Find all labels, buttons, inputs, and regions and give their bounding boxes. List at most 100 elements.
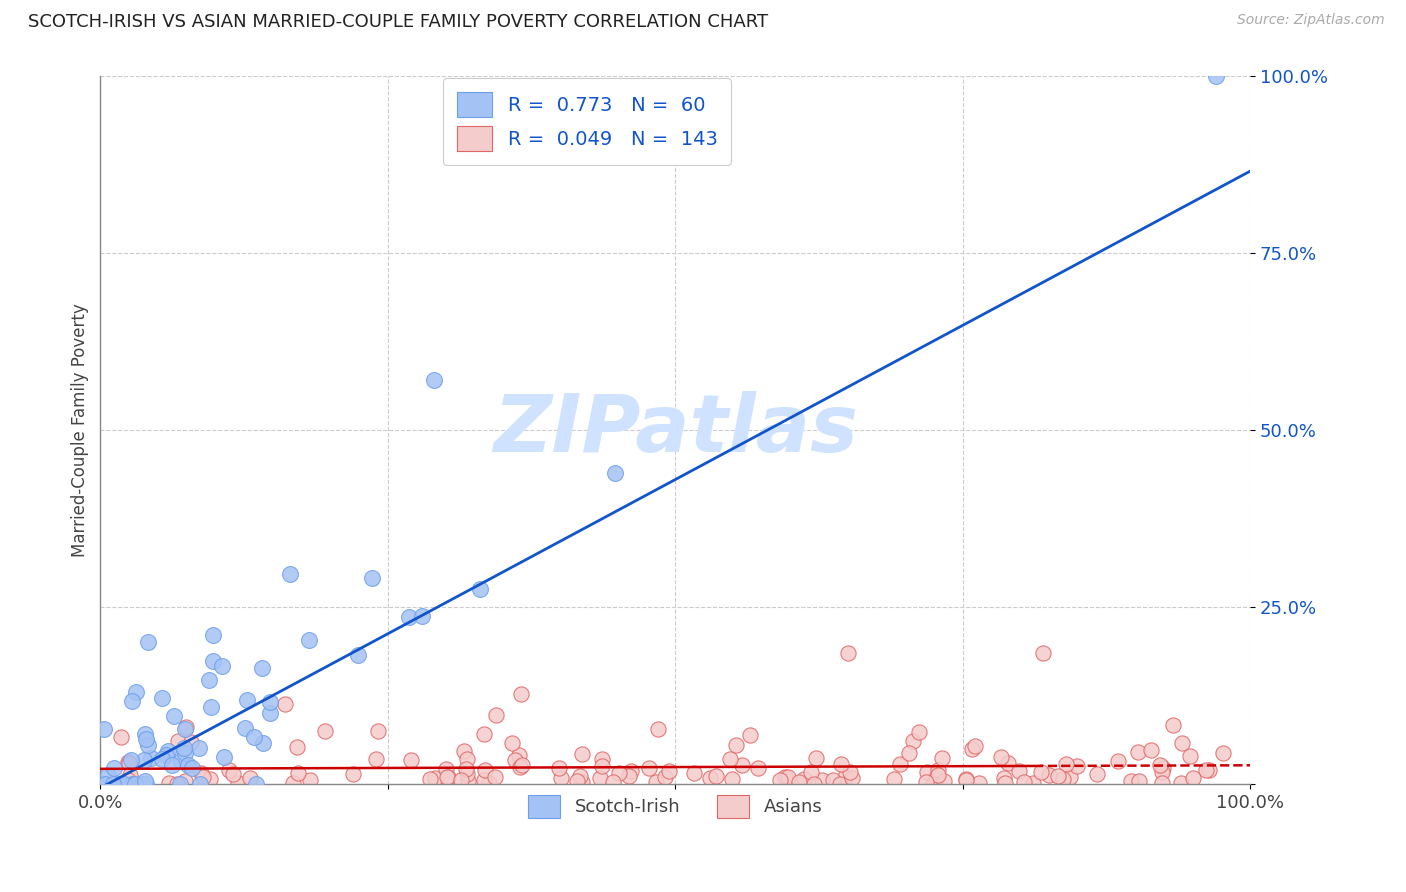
Point <box>508 747 530 762</box>
Point <box>793 772 815 787</box>
Point <box>955 772 977 787</box>
Point <box>738 728 761 742</box>
Point <box>456 751 478 765</box>
Point <box>472 772 495 787</box>
Point <box>474 764 496 778</box>
Point <box>512 757 534 772</box>
Point <box>169 755 191 769</box>
Point <box>1182 771 1205 785</box>
Point <box>1047 769 1070 783</box>
Point <box>908 725 931 739</box>
Point <box>112 777 135 791</box>
Point <box>136 635 159 649</box>
Point <box>841 771 863 785</box>
Point <box>837 646 859 660</box>
Point <box>233 721 256 735</box>
Point <box>108 777 131 791</box>
Point <box>898 746 921 760</box>
Point <box>124 777 146 791</box>
Point <box>180 761 202 775</box>
Point <box>804 750 827 764</box>
Point <box>773 770 796 784</box>
Point <box>423 373 446 387</box>
Point <box>699 771 721 785</box>
Point <box>1014 774 1036 789</box>
Point <box>252 661 274 675</box>
Point <box>121 777 143 791</box>
Point <box>419 772 441 786</box>
Point <box>139 751 162 765</box>
Point <box>997 756 1019 770</box>
Point <box>201 654 224 668</box>
Point <box>259 695 281 709</box>
Point <box>1195 763 1218 777</box>
Point <box>180 735 202 749</box>
Point <box>1198 764 1220 778</box>
Point <box>287 766 309 780</box>
Y-axis label: Married-Couple Family Poverty: Married-Couple Family Poverty <box>72 303 89 557</box>
Point <box>484 771 506 785</box>
Point <box>1212 746 1234 760</box>
Point <box>769 773 792 788</box>
Point <box>299 772 322 787</box>
Point <box>602 775 624 789</box>
Point <box>202 628 225 642</box>
Point <box>883 772 905 786</box>
Point <box>347 648 370 662</box>
Point <box>134 773 156 788</box>
Point <box>565 774 588 789</box>
Text: ZIPatlas: ZIPatlas <box>492 391 858 469</box>
Point <box>718 752 741 766</box>
Point <box>456 762 478 776</box>
Point <box>830 757 852 772</box>
Point <box>889 756 911 771</box>
Point <box>1139 742 1161 756</box>
Point <box>398 610 420 624</box>
Point <box>342 767 364 781</box>
Point <box>747 762 769 776</box>
Point <box>367 723 389 738</box>
Point <box>1161 717 1184 731</box>
Point <box>638 760 661 774</box>
Point <box>571 774 593 789</box>
Point <box>1054 757 1077 772</box>
Point <box>169 777 191 791</box>
Point <box>162 757 184 772</box>
Point <box>1170 776 1192 790</box>
Point <box>457 774 479 789</box>
Point <box>155 748 177 763</box>
Point <box>163 709 186 723</box>
Point <box>828 777 851 791</box>
Point <box>364 752 387 766</box>
Point <box>811 772 834 787</box>
Point <box>173 746 195 760</box>
Point <box>174 773 197 788</box>
Point <box>607 765 630 780</box>
Point <box>1126 745 1149 759</box>
Point <box>188 740 211 755</box>
Point <box>423 772 446 786</box>
Point <box>1038 768 1060 782</box>
Point <box>915 764 938 779</box>
Point <box>474 727 496 741</box>
Point <box>927 763 949 777</box>
Point <box>965 739 987 754</box>
Point <box>589 771 612 785</box>
Point <box>921 776 943 790</box>
Point <box>960 742 983 756</box>
Point <box>200 699 222 714</box>
Point <box>1121 774 1143 789</box>
Point <box>173 741 195 756</box>
Text: SCOTCH-IRISH VS ASIAN MARRIED-COUPLE FAMILY POVERTY CORRELATION CHART: SCOTCH-IRISH VS ASIAN MARRIED-COUPLE FAM… <box>28 13 768 31</box>
Point <box>658 764 681 778</box>
Point <box>603 466 626 480</box>
Point <box>110 731 132 745</box>
Point <box>470 582 492 597</box>
Point <box>436 770 458 784</box>
Point <box>136 738 159 752</box>
Point <box>915 775 938 789</box>
Point <box>1032 646 1054 660</box>
Point <box>1066 759 1088 773</box>
Point <box>776 770 799 784</box>
Point <box>731 757 754 772</box>
